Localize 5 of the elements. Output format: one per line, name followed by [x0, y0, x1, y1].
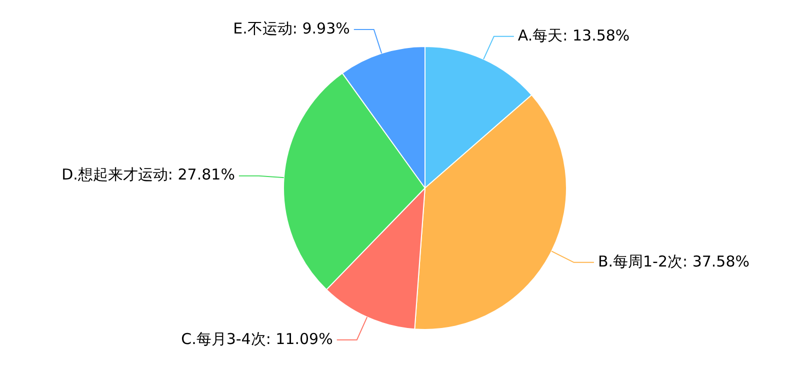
slice-label: E.不运动: 9.93%	[233, 19, 350, 38]
slice-label: D.想起来才运动: 27.81%	[62, 166, 235, 184]
slice-label: B.每周1-2次: 37.58%	[598, 252, 750, 270]
slice-label: C.每月3-4次: 11.09%	[181, 330, 333, 348]
slice-label: A.每天: 13.58%	[518, 26, 630, 44]
